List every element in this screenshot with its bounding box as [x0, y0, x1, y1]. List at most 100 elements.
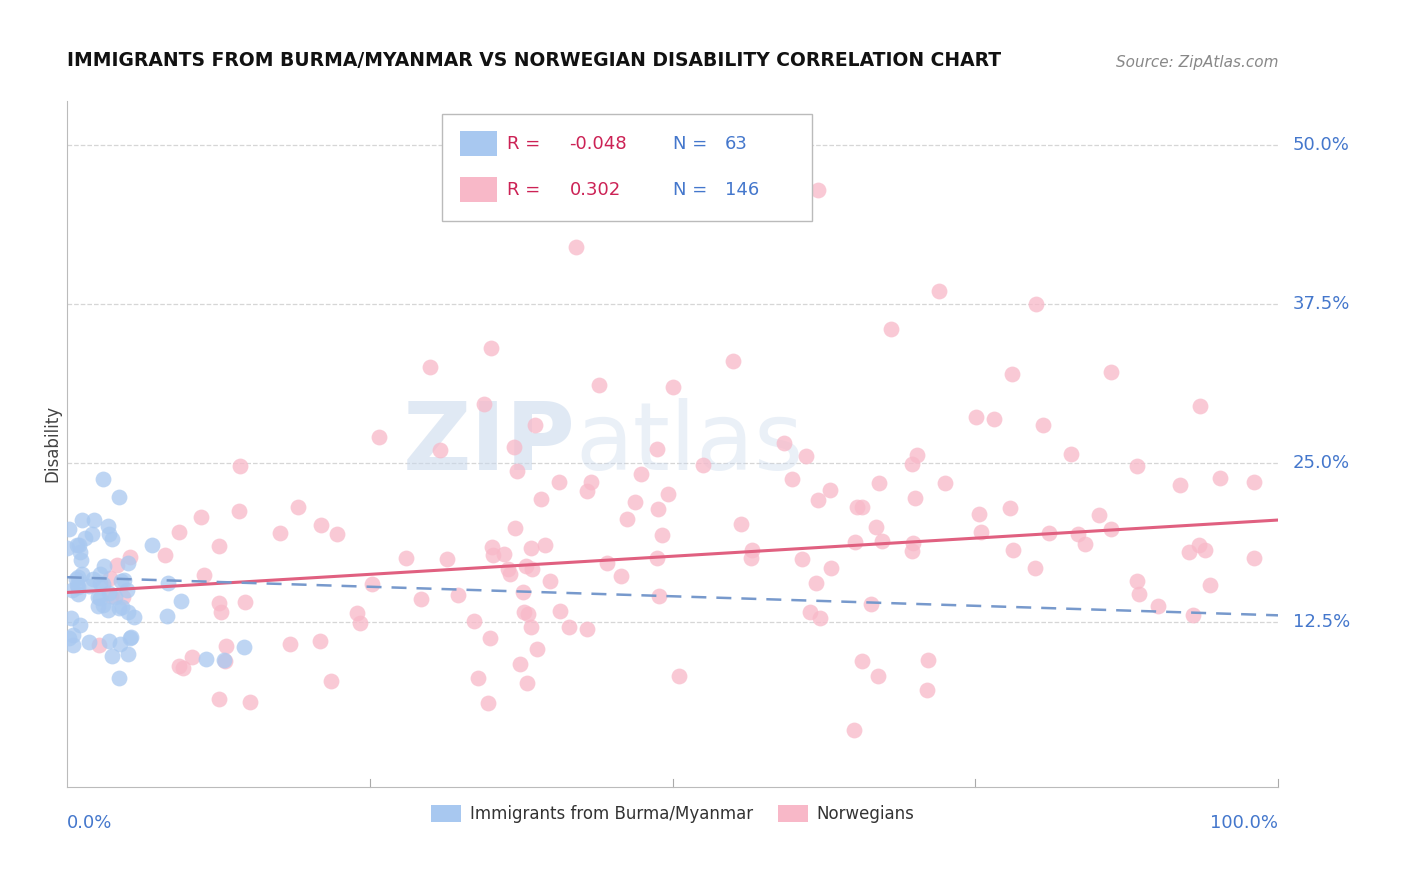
Point: [516, 676, 538, 690]
Point: [517, 607, 540, 621]
Point: [1189, 399, 1212, 413]
Text: 25.0%: 25.0%: [1294, 454, 1350, 472]
Point: [868, 475, 890, 490]
Point: [112, 573, 135, 587]
Point: [1182, 608, 1205, 623]
Point: [115, 582, 138, 597]
Point: [1147, 599, 1170, 613]
Point: [1128, 587, 1150, 601]
Point: [214, 654, 236, 668]
Point: [661, 379, 683, 393]
Point: [67, 580, 90, 594]
Point: [630, 467, 652, 482]
Point: [101, 533, 124, 547]
Point: [772, 436, 794, 450]
Point: [228, 503, 250, 517]
Point: [87, 599, 110, 613]
Point: [917, 653, 939, 667]
Point: [1074, 536, 1097, 550]
Point: [1024, 561, 1046, 575]
Point: [1168, 478, 1191, 492]
Point: [319, 674, 342, 689]
FancyBboxPatch shape: [461, 131, 496, 156]
Point: [844, 534, 866, 549]
Point: [866, 669, 889, 683]
Legend: Immigrants from Burma/Myanmar, Norwegians: Immigrants from Burma/Myanmar, Norwegian…: [425, 798, 921, 830]
Point: [193, 567, 215, 582]
Point: [190, 510, 212, 524]
Point: [58, 522, 80, 536]
Text: -0.048: -0.048: [569, 135, 627, 153]
Point: [588, 378, 610, 392]
Point: [97, 603, 120, 617]
Point: [513, 605, 536, 619]
Point: [89, 575, 111, 590]
Point: [194, 651, 217, 665]
Point: [108, 490, 131, 504]
Point: [411, 592, 433, 607]
Point: [564, 240, 586, 254]
Point: [153, 548, 176, 562]
Point: [91, 599, 114, 613]
Point: [548, 604, 571, 618]
Point: [209, 605, 232, 619]
Point: [269, 526, 291, 541]
Point: [807, 183, 830, 197]
Point: [100, 590, 122, 604]
Point: [77, 634, 100, 648]
Point: [1178, 545, 1201, 559]
Point: [83, 513, 105, 527]
Point: [1243, 475, 1265, 489]
Point: [110, 574, 132, 589]
Point: [928, 284, 950, 298]
Point: [647, 502, 669, 516]
Point: [89, 566, 111, 581]
Point: [477, 696, 499, 710]
Point: [845, 500, 868, 515]
FancyBboxPatch shape: [443, 114, 811, 220]
Point: [278, 638, 301, 652]
Point: [481, 540, 503, 554]
Point: [901, 457, 924, 471]
Point: [436, 551, 458, 566]
Point: [66, 538, 89, 552]
Point: [107, 601, 129, 615]
Point: [101, 649, 124, 664]
Point: [794, 449, 817, 463]
Point: [799, 605, 821, 619]
Point: [117, 647, 139, 661]
Point: [97, 586, 120, 600]
Point: [110, 599, 132, 614]
Text: 63: 63: [724, 135, 748, 153]
Point: [122, 609, 145, 624]
Point: [120, 630, 142, 644]
Point: [515, 558, 537, 573]
Point: [87, 590, 110, 604]
Point: [104, 590, 127, 604]
Point: [478, 632, 501, 646]
Point: [512, 584, 534, 599]
Text: 50.0%: 50.0%: [1294, 136, 1350, 154]
Point: [782, 472, 804, 486]
Point: [576, 483, 599, 498]
Y-axis label: Disability: Disability: [44, 405, 60, 483]
Point: [112, 591, 135, 605]
Point: [1188, 538, 1211, 552]
Point: [983, 412, 1005, 426]
Point: [651, 528, 673, 542]
Point: [82, 572, 104, 586]
Point: [67, 538, 90, 552]
Point: [232, 640, 254, 654]
Point: [692, 458, 714, 473]
Point: [208, 596, 231, 610]
Point: [62, 638, 84, 652]
Text: 12.5%: 12.5%: [1294, 613, 1350, 631]
Point: [349, 616, 371, 631]
Point: [730, 517, 752, 532]
Point: [1208, 471, 1230, 485]
Point: [547, 475, 569, 489]
Point: [851, 500, 873, 514]
Point: [395, 551, 418, 566]
Point: [67, 587, 90, 601]
Point: [596, 557, 619, 571]
